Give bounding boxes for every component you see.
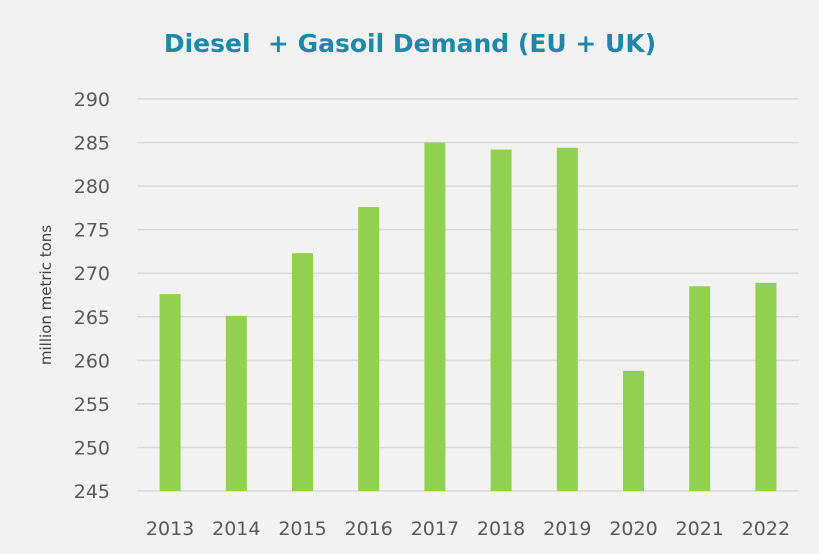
bar-2016 (358, 207, 380, 492)
y-tick-label: 250 (74, 437, 110, 459)
bar-2019 (556, 147, 578, 491)
x-tick-label: 2013 (146, 518, 194, 540)
y-tick-label: 260 (74, 350, 110, 372)
x-tick-label: 2014 (212, 518, 260, 540)
bar-2020 (623, 370, 644, 491)
bar-2014 (225, 315, 247, 491)
y-tick-label: 290 (74, 89, 110, 111)
bar-2013 (159, 294, 181, 491)
y-tick-label: 275 (74, 220, 110, 242)
bar-2022 (755, 282, 777, 491)
x-tick-label: 2021 (676, 518, 724, 540)
y-tick-label: 255 (74, 394, 110, 416)
y-tick-label: 285 (74, 133, 110, 155)
bar-2018 (490, 149, 512, 491)
x-tick-label: 2019 (543, 518, 591, 540)
y-axis-label: million metric tons (37, 225, 55, 365)
y-tick-label: 280 (74, 176, 110, 198)
bar-2017 (424, 142, 446, 492)
x-tick-label: 2017 (411, 518, 459, 540)
y-tick-label: 270 (74, 263, 110, 285)
x-tick-label: 2020 (609, 518, 657, 540)
chart-title: Diesel + Gasoil Demand (EU + UK) (164, 29, 656, 58)
x-tick-label: 2016 (345, 518, 393, 540)
y-tick-label: 245 (74, 481, 110, 503)
bar-2021 (689, 286, 711, 491)
x-tick-label: 2022 (742, 518, 790, 540)
x-tick-label: 2018 (477, 518, 525, 540)
x-tick-label: 2015 (278, 518, 326, 540)
bar-2015 (292, 253, 313, 491)
y-tick-label: 265 (74, 307, 110, 329)
